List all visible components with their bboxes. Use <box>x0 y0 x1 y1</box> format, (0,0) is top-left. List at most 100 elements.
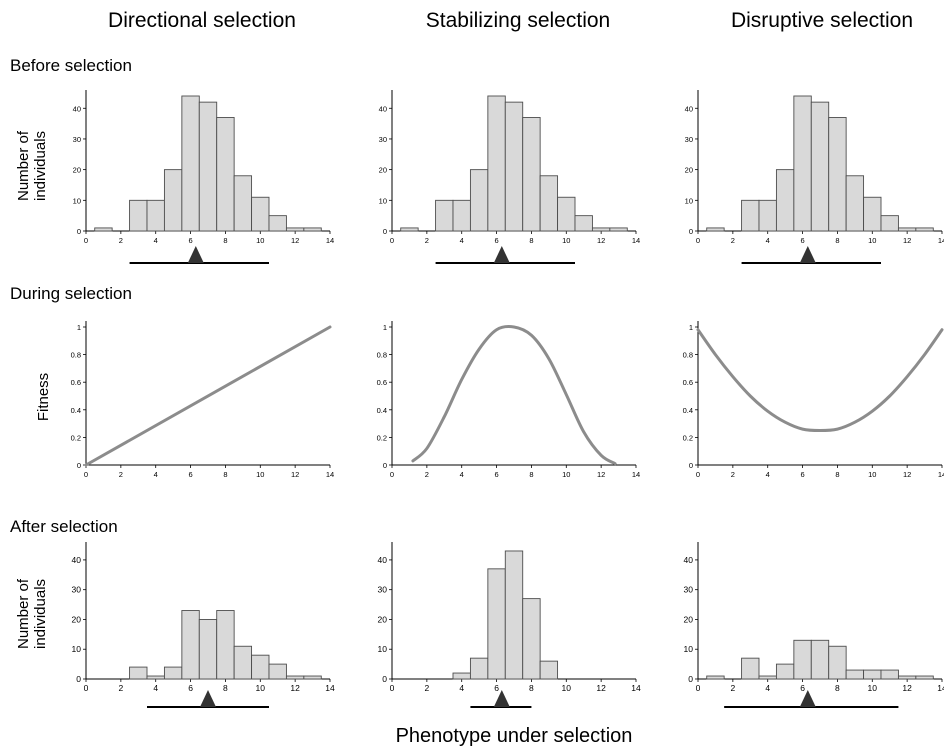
y-axis-title-fitness: Fitness <box>35 373 52 421</box>
mean-marker <box>200 690 216 707</box>
y-tick-label: 0.4 <box>683 406 693 415</box>
x-tick-label: 12 <box>597 470 605 479</box>
y-tick-label: 1 <box>77 323 81 332</box>
y-tick-label: 30 <box>73 135 81 144</box>
y-tick-label: 30 <box>379 135 387 144</box>
x-tick-label: 0 <box>390 236 394 245</box>
x-tick-label: 8 <box>835 236 839 245</box>
histogram-bar <box>539 660 559 680</box>
histogram-bar <box>758 675 777 680</box>
histogram-bar <box>487 95 506 232</box>
histogram-bar <box>233 175 253 232</box>
histogram-bar <box>504 550 524 680</box>
row-title-during: During selection <box>10 284 132 303</box>
histogram-bar <box>163 169 183 232</box>
y-tick-label: 20 <box>378 614 388 624</box>
x-tick-label: 10 <box>256 683 266 693</box>
y-axis-title-count-top-line1: Number of <box>15 130 32 201</box>
histogram-bar <box>915 675 934 680</box>
x-tick-label: 2 <box>118 683 123 693</box>
x-tick-label: 10 <box>256 236 264 245</box>
panel-after-stabilizing: 0 2 4 6 8 10 12 14 0 10 20 30 40 <box>378 542 641 708</box>
x-tick-label: 8 <box>529 236 533 245</box>
x-tick-label: 4 <box>153 683 158 693</box>
y-tick-label: 0.6 <box>377 378 387 387</box>
panel-before-stabilizing: 0 2 4 6 8 10 12 14 0 10 20 30 40 <box>379 90 640 264</box>
x-tick-label: 14 <box>631 683 641 693</box>
y-tick-label: 0.4 <box>71 406 81 415</box>
x-tick-label: 12 <box>903 470 911 479</box>
x-tick-label: 0 <box>696 683 701 693</box>
x-tick-label: 2 <box>425 470 429 479</box>
x-tick-label: 0 <box>696 236 700 245</box>
y-tick-label: 10 <box>72 644 82 654</box>
y-tick-label: 10 <box>379 196 387 205</box>
x-tick-label: 12 <box>902 683 912 693</box>
x-tick-label: 8 <box>223 236 227 245</box>
y-tick-label: 10 <box>685 196 693 205</box>
y-tick-label: 20 <box>685 166 693 175</box>
histogram-bar <box>793 639 812 680</box>
panel-after-directional: 0 2 4 6 8 10 12 14 0 10 20 30 40 <box>72 542 335 708</box>
y-tick-label: 0.6 <box>683 378 693 387</box>
x-tick-label: 8 <box>223 470 227 479</box>
x-tick-label: 0 <box>84 683 89 693</box>
x-tick-label: 2 <box>731 236 735 245</box>
histogram-bar <box>268 215 287 232</box>
y-tick-label: 0.2 <box>71 433 81 442</box>
x-tick-label: 14 <box>937 683 944 693</box>
histogram-bar <box>915 227 934 232</box>
histogram-bar <box>268 663 287 680</box>
y-tick-label: 0.2 <box>377 433 387 442</box>
y-tick-label: 40 <box>379 104 387 113</box>
x-tick-label: 2 <box>119 470 123 479</box>
mean-marker <box>493 690 510 707</box>
histogram-bar <box>828 117 847 232</box>
x-tick-label: 14 <box>632 236 640 245</box>
histogram-bar <box>303 227 322 232</box>
histogram-bar <box>251 196 270 232</box>
x-tick-label: 6 <box>494 236 498 245</box>
histogram-bar <box>181 610 200 680</box>
column-title-stabilizing: Stabilizing selection <box>426 9 610 32</box>
x-tick-label: 12 <box>596 683 606 693</box>
histogram-bar <box>94 227 113 232</box>
y-tick-label: 0 <box>688 674 693 684</box>
histogram-bar <box>435 199 454 232</box>
x-tick-label: 8 <box>529 683 534 693</box>
y-tick-label: 40 <box>73 104 81 113</box>
histogram-bar <box>897 227 917 232</box>
x-tick-label: 0 <box>390 683 395 693</box>
histogram-bar <box>609 227 628 232</box>
histogram-bar <box>863 196 882 232</box>
x-tick-label: 8 <box>529 470 533 479</box>
histogram-bar <box>880 669 899 680</box>
histogram-bar <box>129 199 148 232</box>
histogram-bar <box>285 675 305 680</box>
histogram-bar <box>452 199 471 232</box>
histogram-bar <box>706 227 725 232</box>
x-tick-label: 6 <box>188 236 192 245</box>
y-tick-label: 20 <box>72 614 82 624</box>
histogram-bar <box>233 645 253 680</box>
y-tick-label: 10 <box>73 196 81 205</box>
histogram-bar <box>793 95 812 232</box>
mean-marker <box>799 690 816 707</box>
x-tick-label: 6 <box>800 470 804 479</box>
x-tick-label: 10 <box>562 683 572 693</box>
mean-marker <box>187 246 204 263</box>
x-tick-label: 4 <box>765 683 770 693</box>
mean-marker <box>799 246 816 263</box>
y-tick-label: 0 <box>689 227 693 236</box>
x-tick-label: 4 <box>460 470 464 479</box>
x-tick-label: 10 <box>868 470 876 479</box>
y-tick-label: 40 <box>684 555 694 565</box>
histogram-bar <box>758 199 777 232</box>
panel-before-directional: 0 2 4 6 8 10 12 14 0 10 20 30 40 <box>73 90 334 264</box>
x-tick-label: 6 <box>494 470 498 479</box>
histogram-bar <box>810 639 830 680</box>
x-tick-label: 10 <box>562 236 570 245</box>
histogram-bar <box>741 657 760 680</box>
histogram-bar <box>522 598 541 680</box>
fitness-curve <box>411 324 617 466</box>
